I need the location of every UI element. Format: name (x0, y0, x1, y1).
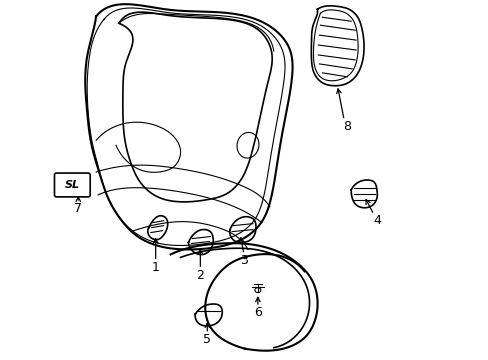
Text: 7: 7 (74, 202, 82, 215)
Text: 5: 5 (203, 333, 211, 346)
Text: 8: 8 (343, 120, 350, 133)
Text: 1: 1 (151, 261, 159, 274)
Text: 4: 4 (372, 214, 380, 227)
Text: 2: 2 (196, 269, 204, 282)
Text: SL: SL (64, 180, 80, 190)
Text: 3: 3 (240, 254, 247, 267)
Text: 6: 6 (253, 306, 261, 319)
